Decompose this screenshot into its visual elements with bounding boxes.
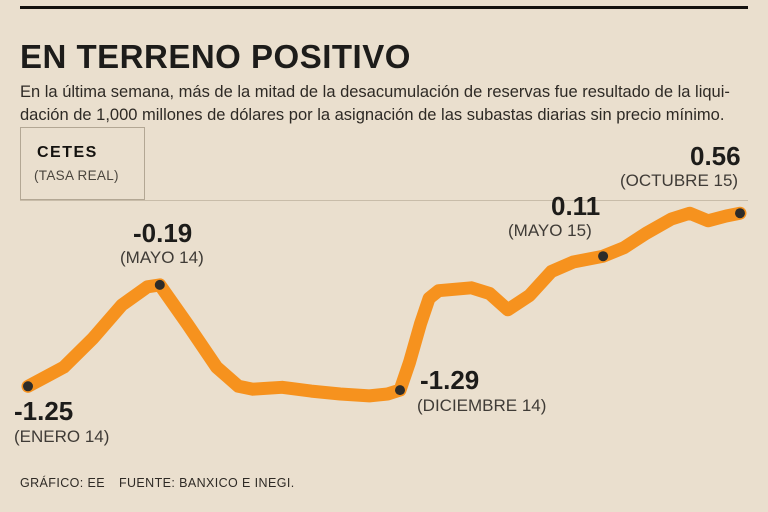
top-rule xyxy=(20,6,748,9)
subtitle-line-2: dación de 1,000 millones de dólares por … xyxy=(20,106,725,125)
annotation-date-enero14: (ENERO 14) xyxy=(14,427,110,446)
chart-top-rule xyxy=(20,200,748,201)
subtitle-line-1: En la última semana, más de la mitad de … xyxy=(20,82,730,101)
annotation-value-octubre15: 0.56 xyxy=(690,141,741,171)
series-name: CETES xyxy=(37,144,98,161)
annotation-date-diciembre14: (DICIEMBRE 14) xyxy=(417,396,547,415)
chart-subtitle: En la última semana, más de la mitad de … xyxy=(20,81,740,129)
annotation-date-mayo14: (MAYO 14) xyxy=(120,248,204,267)
annotation-value-mayo14: -0.19 xyxy=(133,218,193,248)
annotation-date-mayo15: (MAYO 15) xyxy=(508,221,592,240)
annotation-value-diciembre14: -1.29 xyxy=(420,365,480,395)
series-label-box: CETES (TASA REAL) xyxy=(20,127,145,200)
credit-line: GRÁFICO: EE FUENTE: BANXICO E INEGI. xyxy=(20,476,309,490)
credit-grafico: GRÁFICO: EE xyxy=(20,476,105,490)
annotation-value-mayo15: 0.11 xyxy=(551,191,601,221)
annotation-date-octubre15: (OCTUBRE 15) xyxy=(620,171,739,190)
page-title: EN TERRENO POSITIVO xyxy=(20,38,411,76)
series-subname: (TASA REAL) xyxy=(34,168,119,183)
annotation-value-enero14: -1.25 xyxy=(14,396,74,426)
credit-fuente: FUENTE: BANXICO E INEGI. xyxy=(118,476,295,490)
